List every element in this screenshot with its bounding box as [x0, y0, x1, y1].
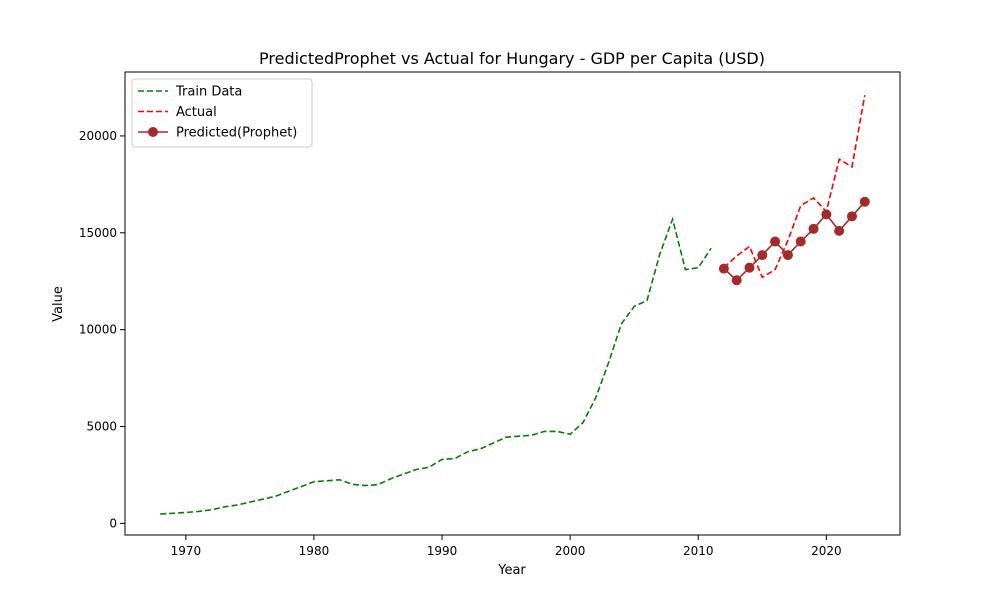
x-tick-label: 2020: [811, 544, 842, 558]
plot-frame: [124, 71, 901, 536]
y-tick-label: 15000: [79, 226, 117, 240]
x-tick-label: 1980: [299, 544, 330, 558]
series-line-train-data: [160, 216, 712, 515]
x-axis-label: Year: [497, 563, 526, 578]
x-tick-label: 2000: [555, 544, 586, 558]
legend-marker-predicted-prophet: [148, 127, 158, 137]
data-point-predicted-prophet: [795, 236, 806, 247]
x-tick-label: 1990: [427, 544, 458, 558]
data-point-predicted-prophet: [731, 275, 742, 286]
legend-label-actual: Actual: [176, 105, 217, 120]
y-tick-label: 20000: [79, 129, 117, 143]
x-tick-label: 1970: [171, 544, 202, 558]
data-point-predicted-prophet: [859, 196, 870, 207]
series-line-actual: [723, 95, 866, 279]
data-point-predicted-prophet: [757, 250, 768, 261]
y-axis-label: Value: [51, 286, 66, 322]
data-point-predicted-prophet: [821, 209, 832, 220]
chart-title: PredictedProphet vs Actual for Hungary -…: [259, 49, 765, 68]
data-point-predicted-prophet: [782, 250, 793, 261]
y-tick-label: 0: [109, 516, 117, 530]
data-point-predicted-prophet: [744, 262, 755, 273]
legend-label-predicted-prophet: Predicted(Prophet): [176, 126, 297, 141]
y-tick-label: 10000: [79, 323, 117, 337]
data-point-predicted-prophet: [846, 211, 857, 222]
y-tick-label: 5000: [86, 420, 117, 434]
data-point-predicted-prophet: [718, 263, 729, 274]
data-point-predicted-prophet: [834, 225, 845, 236]
legend-label-train-data: Train Data: [175, 85, 242, 100]
data-point-predicted-prophet: [770, 236, 781, 247]
legend-box: [131, 78, 313, 148]
x-tick-label: 2010: [683, 544, 714, 558]
data-point-predicted-prophet: [808, 223, 819, 234]
